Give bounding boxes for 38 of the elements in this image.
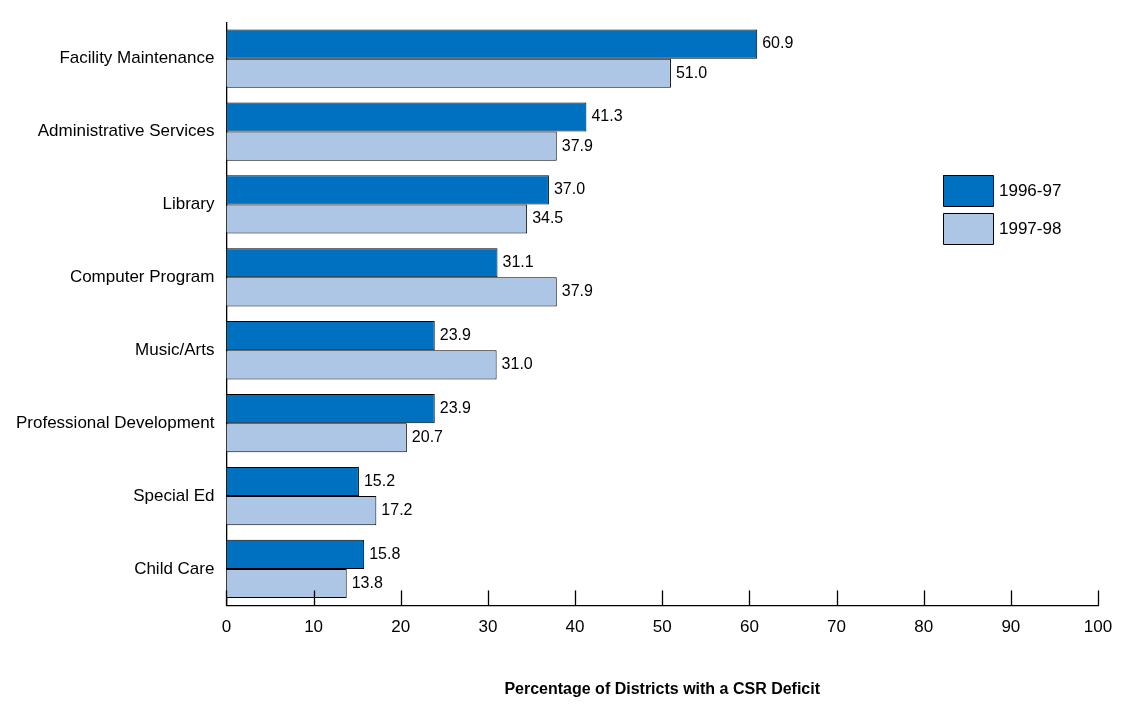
data-label: 13.8 <box>351 573 383 591</box>
y-tick-label: Administrative Services <box>37 121 215 141</box>
y-tick-label: Music/Arts <box>135 339 215 359</box>
x-tick-label: 40 <box>565 617 585 637</box>
x-tick-label: 20 <box>391 617 411 637</box>
y-tick-label: Library <box>162 194 215 214</box>
data-label: 15.8 <box>369 544 401 562</box>
x-tick-label: 80 <box>914 617 934 637</box>
data-label: 31.0 <box>501 355 533 373</box>
data-label: 31.1 <box>502 253 534 271</box>
data-label: 34.5 <box>532 209 564 227</box>
data-label: 23.9 <box>439 326 471 344</box>
x-axis-title: Percentage of Districts with a CSR Deficit <box>504 679 821 697</box>
y-tick-label: Special Ed <box>133 485 215 505</box>
y-tick-label: Professional Development <box>15 412 215 432</box>
legend-label: 1996-97 <box>999 180 1062 200</box>
x-tick-label: 60 <box>739 617 759 637</box>
data-label: 37.9 <box>561 282 593 300</box>
x-tick-label: 10 <box>304 617 324 637</box>
data-label: 41.3 <box>591 107 623 125</box>
y-tick-label: Child Care <box>134 558 215 578</box>
x-tick-label: 30 <box>478 617 498 637</box>
data-label: 37.0 <box>553 180 586 198</box>
x-tick-label: 70 <box>827 617 846 637</box>
x-tick-label: 50 <box>652 617 672 637</box>
y-tick-label: Computer Program <box>69 267 215 287</box>
data-label: 60.9 <box>762 34 794 52</box>
data-label: 23.9 <box>439 398 471 416</box>
x-tick-label: 90 <box>1001 617 1021 637</box>
x-tick-label: 0 <box>221 617 232 637</box>
legend-label: 1997-98 <box>999 218 1062 238</box>
data-label: 17.2 <box>381 501 413 519</box>
x-tick-label: 100 <box>1083 617 1113 637</box>
data-label: 15.2 <box>363 471 396 489</box>
y-tick-label: Facility Maintenance <box>59 48 215 68</box>
data-label: 37.9 <box>561 136 593 154</box>
data-label: 20.7 <box>411 428 444 446</box>
data-label: 51.0 <box>675 63 708 81</box>
